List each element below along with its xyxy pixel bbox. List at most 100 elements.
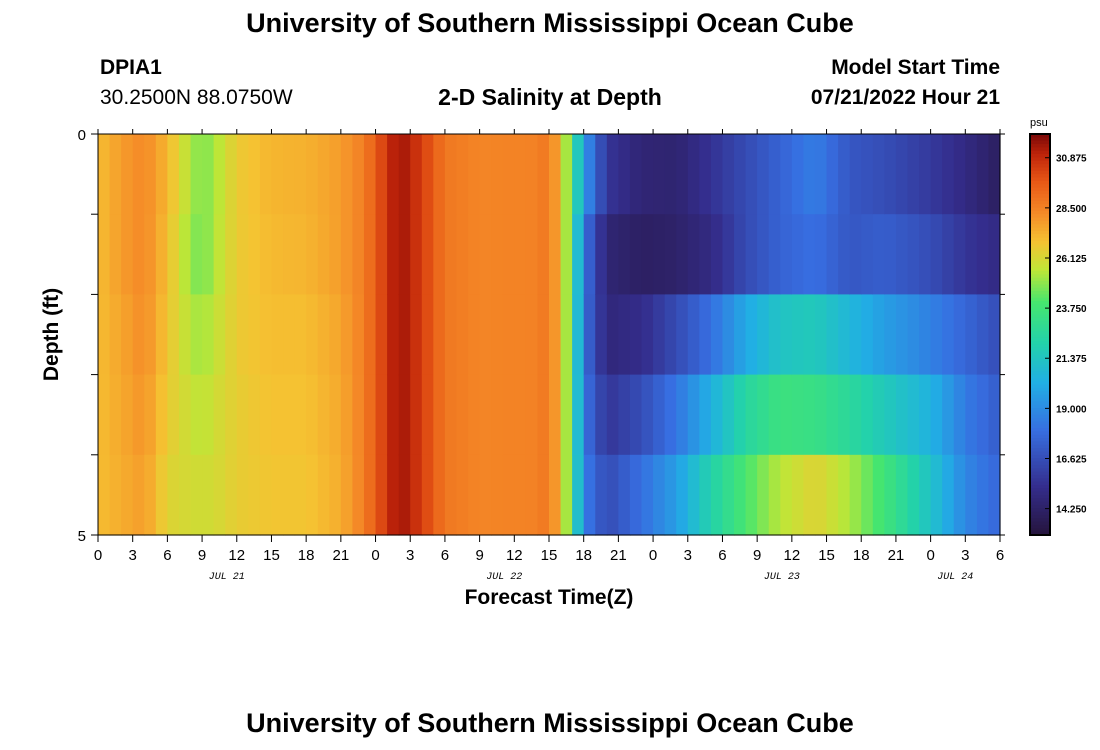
heatmap-cell	[618, 214, 631, 295]
heatmap-cell	[618, 374, 631, 456]
colorbar-frame	[1029, 133, 1051, 536]
heatmap-cell	[225, 294, 238, 376]
colorbar-segment	[1030, 404, 1050, 409]
heatmap-cell	[225, 134, 238, 215]
heatmap-cell	[803, 134, 816, 215]
heatmap-cell	[190, 374, 203, 456]
heatmap-cell	[791, 454, 805, 536]
heatmap-cell	[895, 294, 909, 376]
heatmap-cell	[537, 134, 550, 215]
heatmap-cell	[248, 134, 261, 215]
colorbar-segment	[1030, 154, 1050, 158]
heatmap-cell	[757, 454, 770, 536]
heatmap-cell	[710, 454, 724, 536]
heatmap-cell	[144, 214, 157, 295]
heatmap-cell	[884, 214, 897, 295]
heatmap-cell	[976, 134, 990, 215]
heatmap-cell	[144, 374, 157, 456]
heatmap-cell	[283, 294, 296, 376]
heatmap-cell	[271, 134, 284, 215]
heatmap-cell	[491, 134, 504, 215]
colorbar-segment	[1030, 167, 1050, 172]
heatmap-cell	[352, 294, 365, 376]
heatmap-cell	[537, 214, 550, 295]
heatmap-cell	[572, 134, 585, 215]
heatmap-cell	[456, 454, 469, 536]
heatmap-cell	[363, 374, 377, 456]
heatmap-cell	[595, 454, 608, 536]
colorbar-segment	[1030, 287, 1050, 292]
heatmap-cell	[479, 374, 492, 456]
colorbar-segment	[1030, 367, 1050, 372]
heatmap-cell	[919, 374, 932, 456]
heatmap-cell	[109, 294, 122, 376]
colorbar-segment	[1030, 461, 1050, 466]
heatmap-cell	[919, 214, 932, 295]
heatmap-cell	[803, 294, 816, 376]
heatmap-cell	[410, 294, 423, 376]
heatmap-cell	[745, 134, 758, 215]
heatmap-cell	[121, 134, 134, 215]
heatmap-cell	[317, 454, 330, 536]
heatmap-cell	[791, 374, 805, 456]
heatmap-cell	[225, 374, 238, 456]
colorbar-segment	[1030, 377, 1050, 382]
heatmap-cell	[502, 374, 515, 456]
heatmap-cell	[225, 454, 238, 536]
heatmap-cell	[549, 134, 562, 215]
heatmap-cell	[618, 134, 631, 215]
heatmap-cell	[271, 294, 284, 376]
heatmap-cell	[965, 214, 978, 295]
heatmap-cell	[178, 214, 192, 295]
colorbar-segment	[1030, 134, 1050, 138]
heatmap-cell	[456, 214, 469, 295]
x-tick-label: 6	[163, 547, 171, 564]
colorbar-segment	[1030, 187, 1050, 192]
heatmap-cell	[144, 454, 157, 536]
heatmap-cell	[953, 214, 966, 295]
x-tick-label: 9	[198, 547, 206, 564]
heatmap-cell	[826, 214, 839, 295]
heatmap-cell	[722, 374, 735, 456]
heatmap-cell	[988, 134, 1001, 215]
heatmap-cell	[919, 134, 932, 215]
heatmap-cell	[236, 454, 249, 536]
heatmap-cell	[641, 294, 654, 376]
heatmap-cell	[745, 214, 758, 295]
heatmap-cell	[340, 454, 354, 536]
colorbar-segment	[1030, 207, 1050, 212]
heatmap-cell	[942, 134, 955, 215]
heatmap-cell	[248, 454, 261, 536]
x-tick-label: 12	[784, 547, 801, 564]
heatmap-cell	[838, 134, 851, 215]
heatmap-cell	[525, 454, 539, 536]
heatmap-cell	[248, 214, 261, 295]
heatmap-cell	[653, 454, 666, 536]
heatmap-cell	[259, 374, 273, 456]
heatmap-cell	[745, 294, 758, 376]
heatmap-cell	[606, 134, 619, 215]
x-date-label: JUL 21	[209, 572, 245, 583]
heatmap-cell	[421, 214, 434, 295]
heatmap-cell	[664, 374, 677, 456]
colorbar-tick-label: 19.000	[1056, 404, 1087, 415]
x-tick-label: 21	[888, 547, 905, 564]
heatmap-cell	[155, 294, 168, 376]
colorbar-segment	[1030, 177, 1050, 182]
heatmap-cell	[583, 374, 596, 456]
heatmap-cell	[202, 374, 215, 456]
heatmap-cell	[468, 454, 481, 536]
heatmap-cell	[653, 374, 666, 456]
heatmap-cell	[907, 134, 920, 215]
heatmap-cell	[132, 214, 145, 295]
heatmap-cell	[849, 294, 862, 376]
heatmap-cell	[248, 294, 261, 376]
colorbar-segment	[1030, 271, 1050, 275]
x-tick-label: 0	[371, 547, 379, 564]
colorbar-segment	[1030, 347, 1050, 352]
heatmap-cell	[641, 454, 654, 536]
colorbar-segment	[1030, 170, 1050, 175]
heatmap-cell	[132, 454, 145, 536]
x-tick-label: 6	[718, 547, 726, 564]
heatmap-cell	[294, 214, 307, 295]
